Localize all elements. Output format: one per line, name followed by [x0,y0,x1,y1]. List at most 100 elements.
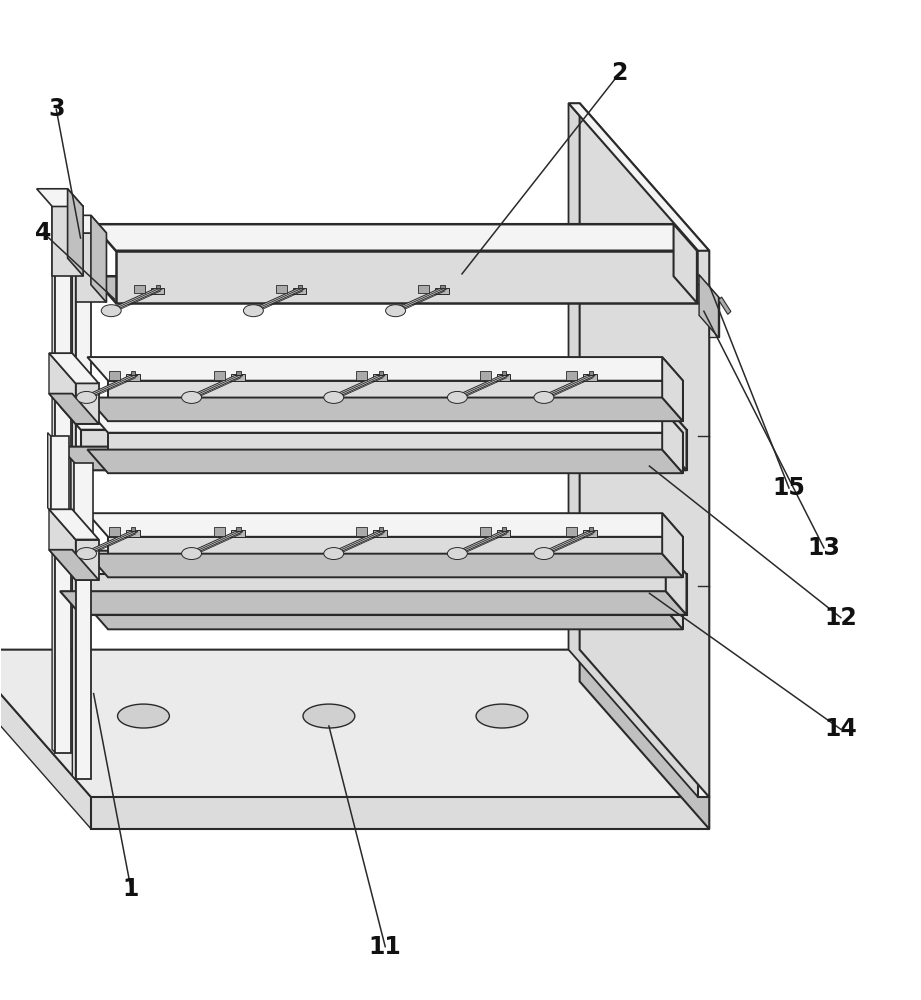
Text: 3: 3 [48,97,64,121]
Polygon shape [55,206,71,753]
Polygon shape [67,189,83,276]
Polygon shape [589,371,593,375]
Polygon shape [134,285,145,293]
Polygon shape [151,288,164,294]
Polygon shape [60,215,107,233]
Polygon shape [276,285,286,293]
Polygon shape [540,376,595,397]
Text: 4: 4 [35,221,52,245]
Ellipse shape [181,548,202,560]
Polygon shape [662,565,683,629]
Polygon shape [87,398,683,421]
Ellipse shape [386,305,405,317]
Polygon shape [187,532,243,553]
Ellipse shape [76,548,97,560]
Text: 13: 13 [808,536,840,560]
Polygon shape [214,527,225,536]
Polygon shape [690,275,718,297]
Polygon shape [87,357,683,381]
Ellipse shape [534,391,554,403]
Polygon shape [379,527,383,531]
Polygon shape [75,463,93,538]
Polygon shape [82,376,138,397]
Polygon shape [132,371,135,375]
Polygon shape [435,288,449,294]
Polygon shape [566,371,577,380]
Polygon shape [87,450,683,473]
Polygon shape [418,285,429,293]
Polygon shape [109,371,120,380]
Polygon shape [91,215,107,302]
Polygon shape [579,650,709,829]
Polygon shape [237,527,240,531]
Ellipse shape [448,391,467,403]
Polygon shape [60,447,686,470]
Ellipse shape [448,548,467,560]
Text: 15: 15 [773,476,806,500]
Polygon shape [662,513,683,577]
Polygon shape [49,509,76,580]
Polygon shape [666,551,686,615]
Polygon shape [249,289,305,310]
Polygon shape [71,459,75,538]
Polygon shape [187,376,243,397]
Polygon shape [52,206,83,276]
Polygon shape [91,797,709,829]
Polygon shape [0,650,91,829]
Polygon shape [391,289,447,310]
Polygon shape [87,606,683,629]
Polygon shape [453,376,508,397]
Polygon shape [566,527,577,536]
Polygon shape [298,285,302,288]
Polygon shape [157,285,160,288]
Polygon shape [108,381,683,421]
Ellipse shape [534,548,554,560]
Polygon shape [81,430,686,470]
Polygon shape [231,530,245,537]
Ellipse shape [76,391,97,403]
Polygon shape [73,229,91,233]
Polygon shape [37,189,83,206]
Polygon shape [52,203,55,753]
Polygon shape [81,574,686,615]
Polygon shape [49,353,76,424]
Polygon shape [108,589,683,629]
Polygon shape [709,297,718,337]
Polygon shape [540,532,595,553]
Polygon shape [718,297,731,314]
Polygon shape [107,289,163,310]
Polygon shape [330,532,385,553]
Polygon shape [60,591,686,615]
Polygon shape [49,353,99,383]
Polygon shape [480,527,491,536]
Polygon shape [330,376,385,397]
Ellipse shape [243,305,263,317]
Polygon shape [662,357,683,421]
Polygon shape [49,550,99,580]
Ellipse shape [101,305,122,317]
Polygon shape [126,374,140,381]
Ellipse shape [324,391,344,403]
Polygon shape [132,527,135,531]
Polygon shape [214,371,225,380]
Polygon shape [49,509,99,540]
Polygon shape [109,527,120,536]
Polygon shape [82,532,138,553]
Polygon shape [92,224,697,251]
Polygon shape [356,527,367,536]
Polygon shape [502,371,507,375]
Polygon shape [583,374,597,381]
Polygon shape [662,409,683,473]
Polygon shape [76,233,107,302]
Polygon shape [373,530,387,537]
Text: 2: 2 [612,61,628,85]
Polygon shape [568,103,698,797]
Ellipse shape [181,391,202,403]
Polygon shape [583,530,597,537]
Polygon shape [293,288,307,294]
Polygon shape [87,554,683,577]
Polygon shape [73,229,76,779]
Polygon shape [579,103,709,797]
Polygon shape [126,530,140,537]
Polygon shape [116,251,697,303]
